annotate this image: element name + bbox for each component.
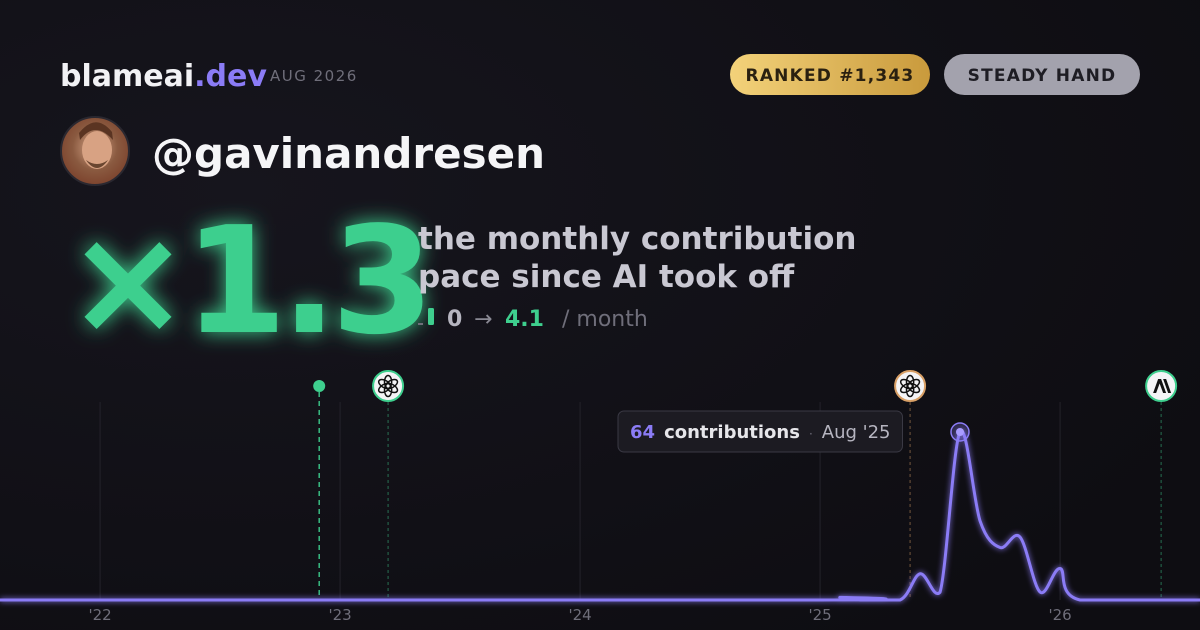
rank-badge: [730, 54, 930, 95]
rate-from: 0: [447, 307, 462, 332]
tooltip: 64 contributions · Aug '25: [617, 410, 903, 453]
tooltip-text: 64 contributions · Aug '25: [630, 422, 891, 443]
x-tick-label: '24: [568, 606, 591, 624]
x-tick-label: '22: [88, 606, 111, 624]
description-line: the monthly contribution: [418, 221, 856, 257]
brand: blameai.dev: [60, 59, 267, 94]
description-line: pace since AI took off: [418, 259, 795, 295]
brand-suffix: .dev: [194, 59, 267, 94]
multiplier: ×1.3: [66, 195, 428, 367]
tooltip-label: contributions: [664, 422, 800, 443]
style-badge: [944, 54, 1140, 95]
x-tick-label: '26: [1048, 606, 1071, 624]
avatar: [60, 116, 130, 186]
x-tick-label: '23: [328, 606, 351, 624]
icon-glyph: [1153, 379, 1172, 393]
highlight-dot: [956, 428, 964, 436]
rate-unit: / month: [562, 307, 648, 332]
rank-badge-text: RANKED #1,343: [746, 66, 915, 86]
marker-icon: [1153, 379, 1172, 393]
style-badge-text: STEADY HAND: [968, 66, 1117, 86]
rate-icon: [418, 308, 434, 325]
marker-icon: [899, 374, 921, 398]
rate-arrow: →: [474, 307, 492, 332]
tooltip-value: 64: [630, 422, 655, 443]
marker-icon-bg: [894, 370, 927, 402]
tooltip-box: [617, 410, 903, 453]
marker-icon-bg: [372, 370, 405, 402]
chart: '22 '23 '24 '25 '26 64 contributions · Aug '25: [0, 370, 1200, 624]
icon-petal: [377, 378, 392, 390]
tooltip-sep: ·: [809, 427, 813, 441]
tooltip-date: Aug '25: [822, 422, 891, 443]
series-line: [0, 429, 1200, 602]
brand-name: blameai: [60, 59, 194, 94]
rate-to: 4.1: [505, 307, 544, 332]
x-tick-label: '25: [808, 606, 831, 624]
marker-dot: [313, 380, 326, 392]
icon-petal: [899, 378, 914, 390]
date: AUG 2026: [270, 67, 358, 85]
marker-icon: [377, 374, 399, 398]
username: @gavinandresen: [152, 129, 545, 178]
